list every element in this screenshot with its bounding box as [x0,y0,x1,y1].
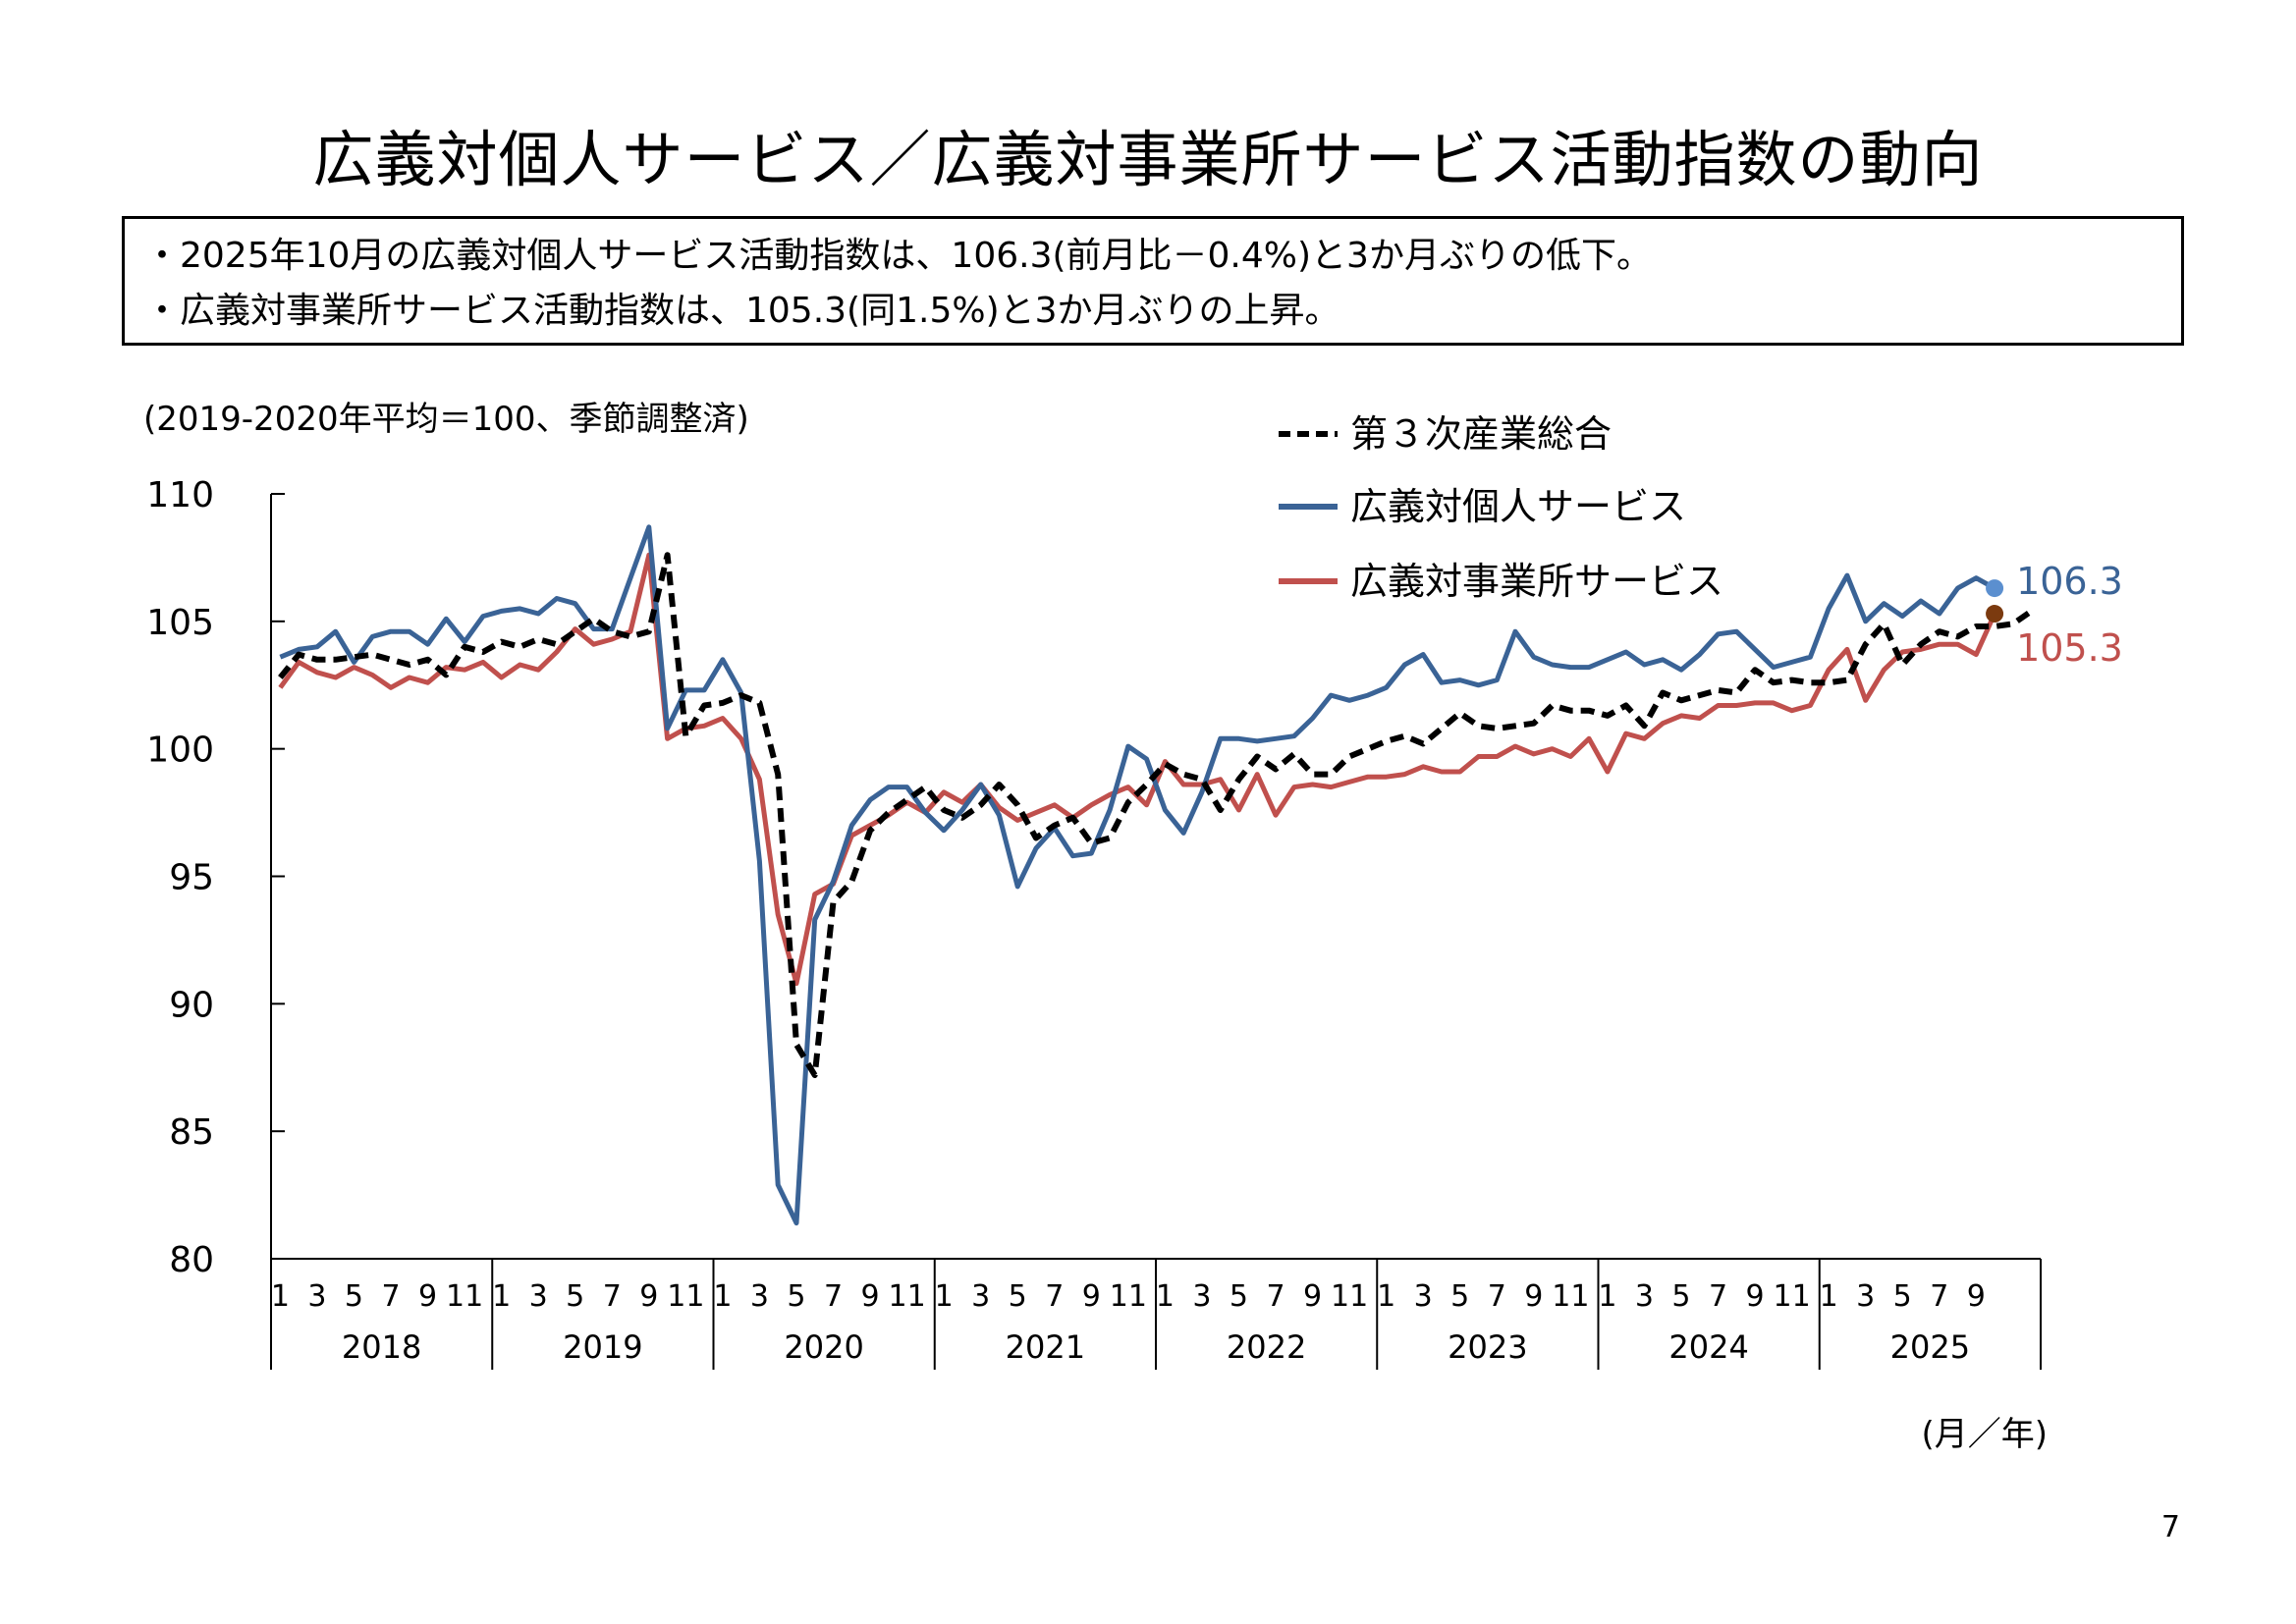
x-year-label: 2018 [342,1328,421,1366]
x-month-label: 5 [1893,1279,1912,1314]
end-label-business: 105.3 [2016,626,2123,670]
page-number: 7 [2161,1510,2180,1544]
x-month-label: 3 [750,1279,769,1314]
x-month-label: 11 [1774,1279,1811,1314]
y-tick-label: 95 [169,858,214,898]
x-month-label: 5 [566,1279,584,1314]
y-tick-label: 110 [146,475,214,515]
x-month-label: 1 [1156,1279,1175,1314]
x-month-label: 7 [1045,1279,1064,1314]
x-year-label: 2024 [1668,1328,1748,1366]
x-month-label: 1 [935,1279,954,1314]
x-month-label: 1 [271,1279,290,1314]
chart-note: (2019-2020年平均＝100、季節調整済) [143,400,749,439]
x-year-label: 2019 [563,1328,642,1366]
x-month-label: 3 [529,1279,548,1314]
x-axis-label: (月／年) [1921,1415,2048,1454]
end-point-business [1986,605,2004,623]
x-month-label: 11 [446,1279,483,1314]
x-month-label: 11 [889,1279,926,1314]
end-point-personal [1986,579,2004,598]
x-year-label: 2025 [1890,1328,1970,1366]
x-month-label: 5 [787,1279,805,1314]
legend-label-business: 広義対事業所サービス [1350,560,1723,603]
x-year-label: 2021 [1006,1328,1085,1366]
x-month-label: 9 [1524,1279,1543,1314]
x-month-label: 3 [307,1279,326,1314]
x-month-label: 9 [1303,1279,1322,1314]
x-year-label: 2022 [1227,1328,1306,1366]
x-month-label: 3 [1856,1279,1875,1314]
x-month-label: 1 [1377,1279,1395,1314]
y-tick-label: 85 [169,1112,214,1153]
x-month-label: 7 [1930,1279,1948,1314]
x-month-label: 5 [1450,1279,1469,1314]
legend: 第３次産業総合 広義対個人サービス 広義対事業所サービス [1279,412,1723,603]
x-month-label: 3 [1192,1279,1211,1314]
x-month-label: 7 [603,1279,622,1314]
x-month-label: 1 [1598,1279,1616,1314]
series-layer [278,524,2034,1226]
x-year-label: 2023 [1448,1328,1527,1366]
summary-line-business: ・広義対事業所サービス活動指数は、105.3(同1.5%)と3か月ぶりの上昇。 [144,291,1340,331]
legend-label-personal: 広義対個人サービス [1350,485,1686,528]
x-month-label: 1 [492,1279,511,1314]
x-month-label: 9 [639,1279,658,1314]
x-month-label: 11 [1110,1279,1147,1314]
x-month-label: 3 [1414,1279,1433,1314]
series-line-total [278,552,2034,1078]
x-month-label: 9 [1082,1279,1101,1314]
x-month-label: 7 [1488,1279,1506,1314]
x-month-label: 5 [1230,1279,1248,1314]
legend-label-total: 第３次産業総合 [1350,412,1612,456]
end-label-personal: 106.3 [2016,560,2123,603]
x-month-label: 3 [971,1279,990,1314]
y-tick-label: 80 [169,1240,214,1280]
x-month-label: 9 [1746,1279,1765,1314]
x-month-label: 1 [713,1279,732,1314]
x-month-label: 5 [1009,1279,1027,1314]
x-month-label: 11 [1331,1279,1368,1314]
y-tick-label: 105 [146,603,214,643]
x-month-label: 11 [1552,1279,1589,1314]
x-month-label: 9 [418,1279,437,1314]
series-line-business [278,552,1997,987]
x-month-label: 5 [1671,1279,1690,1314]
x-month-label: 11 [667,1279,704,1314]
y-tick-label: 100 [146,731,214,771]
x-month-label: 9 [1967,1279,1986,1314]
x-month-label: 7 [381,1279,400,1314]
summary-line-personal: ・2025年10月の広義対個人サービス活動指数は、106.3(前月比－0.4%)… [144,236,1652,276]
summary-box: ・2025年10月の広義対個人サービス活動指数は、106.3(前月比－0.4%)… [122,216,2184,346]
x-month-label: 5 [345,1279,363,1314]
x-year-label: 2020 [784,1328,863,1366]
x-month-label: 7 [1266,1279,1285,1314]
end-markers: 106.3 105.3 [1986,560,2123,670]
x-month-label: 1 [1820,1279,1838,1314]
x-month-label: 3 [1635,1279,1654,1314]
x-month-label: 9 [861,1279,880,1314]
series-line-personal [279,524,1996,1226]
x-month-label: 7 [1709,1279,1727,1314]
y-tick-label: 90 [169,985,214,1025]
page-title: 広義対個人サービス／広義対事業所サービス活動指数の動向 [312,124,1984,195]
x-month-label: 7 [824,1279,843,1314]
